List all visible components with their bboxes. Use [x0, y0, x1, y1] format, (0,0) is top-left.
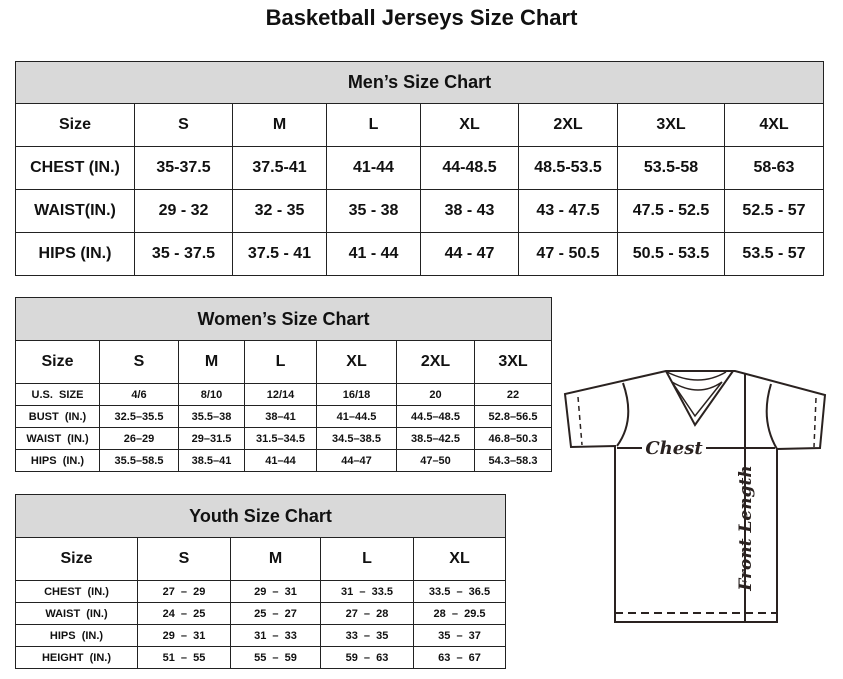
- table-row: CHEST (IN.) 27 – 29 29 – 31 31 – 33.5 33.5 –…: [15, 580, 507, 603]
- womens-size-table: Women’s Size Chart Size S M L XL 2XL 3XL U.S. SI…: [14, 297, 553, 472]
- table-cell: 54.3–58.3: [473, 449, 553, 472]
- table-row: WAIST (IN.) 26–29 29–31.5 31.5–34.5 34.5–38.…: [15, 427, 553, 450]
- table-cell: 53.5 - 57: [724, 232, 824, 276]
- table-cell: 43 - 47.5: [518, 189, 618, 233]
- table-cell: 4/6: [99, 383, 179, 406]
- column-header: 3XL: [473, 340, 553, 384]
- row-label: HEIGHT (IN.): [15, 646, 138, 669]
- table-cell: 41 - 44: [326, 232, 421, 276]
- table-cell: 41-44: [326, 146, 421, 190]
- front-length-label: Front Length: [736, 465, 756, 591]
- table-cell: 29 - 32: [134, 189, 233, 233]
- mens-size-table: Men’s Size Chart Size S M L XL 2XL 3XL 4XL CHEST …: [15, 61, 824, 276]
- row-label: HIPS (IN.): [15, 232, 135, 276]
- table-cell: 38.5–42.5: [396, 427, 475, 450]
- table-cell: 35-37.5: [134, 146, 233, 190]
- row-label: HIPS (IN.): [15, 449, 100, 472]
- table-cell: 47.5 - 52.5: [617, 189, 725, 233]
- table-cell: 38.5–41: [178, 449, 245, 472]
- jersey-outline: [563, 370, 827, 623]
- table-cell: 32 - 35: [232, 189, 327, 233]
- table-row: HIPS (IN.) 29 – 31 31 – 33 33 – 35 35 – 37: [15, 624, 507, 647]
- table-cell: 35 - 37.5: [134, 232, 233, 276]
- row-label: CHEST (IN.): [15, 146, 135, 190]
- table-cell: 31.5–34.5: [244, 427, 317, 450]
- column-header: M: [232, 103, 327, 147]
- column-header: Size: [15, 537, 138, 581]
- youth-caption: Youth Size Chart: [14, 494, 507, 538]
- table-cell: 41–44.5: [316, 405, 397, 428]
- column-header: XL: [412, 537, 507, 581]
- women-caption: Women’s Size Chart: [14, 297, 553, 341]
- table-cell: 53.5-58: [617, 146, 725, 190]
- column-header: L: [326, 103, 421, 147]
- row-label: WAIST (IN.): [15, 427, 100, 450]
- table-cell: 25 – 27: [230, 602, 321, 625]
- table-cell: 34.5–38.5: [316, 427, 397, 450]
- row-label: WAIST (IN.): [15, 602, 138, 625]
- table-cell: 29 – 31: [230, 580, 321, 603]
- table-cell: 44 - 47: [420, 232, 519, 276]
- table-row: HIPS (IN.) 35.5–58.5 38.5–41 41–44 44–47 47–5…: [15, 449, 553, 472]
- table-cell: 52.5 - 57: [724, 189, 824, 233]
- table-cell: 46.8–50.3: [473, 427, 553, 450]
- table-row: HEIGHT (IN.) 51 – 55 55 – 59 59 – 63 63 – 67: [15, 646, 507, 669]
- row-label: HIPS (IN.): [15, 624, 138, 647]
- page-title: Basketball Jerseys Size Chart: [265, 5, 578, 30]
- table-cell: 58-63: [724, 146, 824, 190]
- table-cell: 35 - 38: [326, 189, 421, 233]
- table-cell: 41–44: [244, 449, 317, 472]
- table-cell: 47–50: [396, 449, 475, 472]
- table-cell: 16/18: [316, 383, 397, 406]
- table-row: WAIST (IN.) 24 – 25 25 – 27 27 – 28 28 – 29.…: [15, 602, 507, 625]
- table-cell: 50.5 - 53.5: [617, 232, 725, 276]
- table-cell: 51 – 55: [137, 646, 231, 669]
- youth-size-table: Youth Size Chart Size S M L XL CHEST (IN.) 27 –…: [14, 494, 507, 669]
- table-cell: 48.5-53.5: [518, 146, 618, 190]
- table-row: HIPS (IN.) 35 - 37.5 37.5 - 41 41 - 44 44 - …: [15, 232, 824, 276]
- table-row: CHEST (IN.) 35-37.5 37.5-41 41-44 44-48.5 48.…: [15, 146, 824, 190]
- table-cell: 33 – 35: [320, 624, 414, 647]
- column-header: S: [134, 103, 233, 147]
- row-label: WAIST(IN.): [15, 189, 135, 233]
- table-cell: 47 - 50.5: [518, 232, 618, 276]
- table-cell: 44.5–48.5: [396, 405, 475, 428]
- chest-label: Chest: [645, 438, 703, 459]
- column-header: L: [244, 340, 317, 384]
- table-cell: 37.5 - 41: [232, 232, 327, 276]
- table-cell: 63 – 67: [412, 646, 507, 669]
- column-header: S: [99, 340, 179, 384]
- column-header: 2XL: [518, 103, 618, 147]
- column-header: 3XL: [617, 103, 725, 147]
- men-caption: Men’s Size Chart: [15, 61, 824, 104]
- table-cell: 37.5-41: [232, 146, 327, 190]
- column-header: XL: [316, 340, 397, 384]
- table-cell: 27 – 28: [320, 602, 414, 625]
- column-header: XL: [420, 103, 519, 147]
- table-cell: 8/10: [178, 383, 245, 406]
- table-row: U.S. SIZE 4/6 8/10 12/14 16/18 20 22: [15, 383, 553, 406]
- column-header: S: [137, 537, 231, 581]
